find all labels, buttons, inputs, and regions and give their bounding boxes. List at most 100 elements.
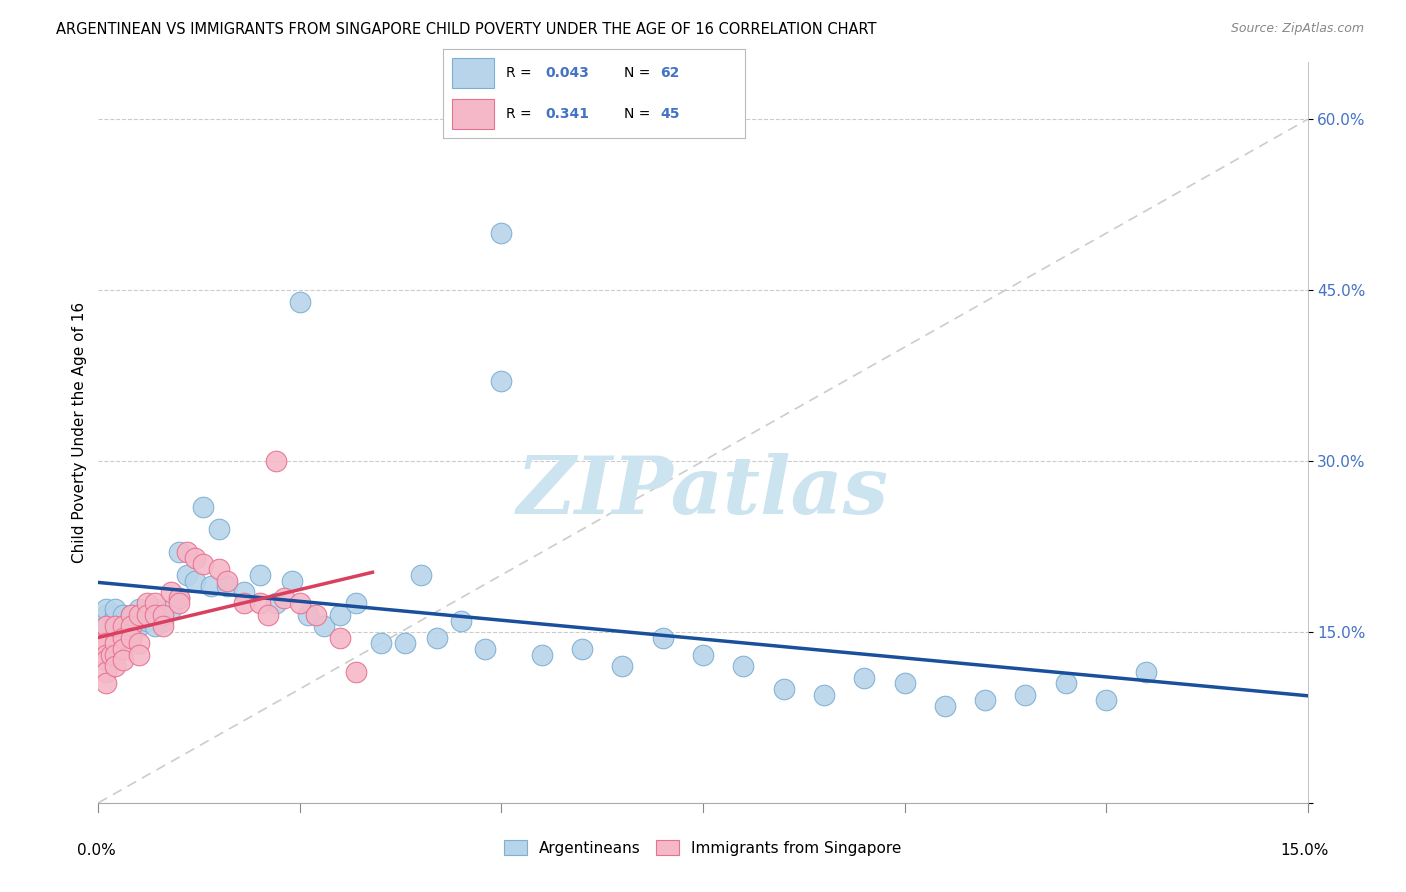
Point bbox=[232, 597, 254, 611]
Text: 62: 62 bbox=[661, 66, 681, 80]
Text: 15.0%: 15.0% bbox=[1281, 843, 1329, 857]
Point bbox=[853, 671, 876, 685]
Point bbox=[344, 597, 367, 611]
Point bbox=[200, 579, 222, 593]
Point bbox=[160, 602, 183, 616]
Text: R =: R = bbox=[506, 107, 536, 121]
Point bbox=[974, 693, 997, 707]
Point bbox=[193, 557, 215, 571]
Point bbox=[128, 636, 150, 650]
Point bbox=[692, 648, 714, 662]
Point bbox=[103, 659, 125, 673]
Point bbox=[193, 500, 215, 514]
Point bbox=[249, 568, 271, 582]
Point bbox=[111, 631, 134, 645]
Point bbox=[409, 568, 432, 582]
Point bbox=[184, 550, 207, 565]
Point bbox=[314, 619, 336, 633]
Point bbox=[135, 607, 157, 622]
Point bbox=[120, 607, 142, 622]
Point bbox=[96, 607, 118, 622]
Point bbox=[288, 294, 311, 309]
Point bbox=[120, 607, 142, 622]
Point bbox=[733, 659, 755, 673]
Point bbox=[143, 602, 166, 616]
Text: 0.341: 0.341 bbox=[546, 107, 589, 121]
Point bbox=[571, 642, 593, 657]
Point bbox=[111, 614, 134, 628]
Point bbox=[143, 619, 166, 633]
Point bbox=[208, 562, 231, 576]
Point bbox=[491, 375, 513, 389]
Point bbox=[232, 585, 254, 599]
Point bbox=[103, 636, 125, 650]
Point bbox=[167, 597, 190, 611]
Point bbox=[135, 607, 157, 622]
Point bbox=[128, 607, 150, 622]
Point bbox=[772, 681, 794, 696]
Point bbox=[96, 665, 118, 679]
Point bbox=[426, 631, 449, 645]
Point bbox=[111, 642, 134, 657]
Point bbox=[450, 614, 472, 628]
Point bbox=[152, 614, 174, 628]
Point bbox=[111, 607, 134, 622]
FancyBboxPatch shape bbox=[451, 58, 495, 88]
Point bbox=[651, 631, 673, 645]
Point bbox=[100, 648, 122, 662]
Text: 0.043: 0.043 bbox=[546, 66, 589, 80]
Point bbox=[152, 607, 174, 622]
Point bbox=[111, 619, 134, 633]
Point bbox=[120, 619, 142, 633]
Point bbox=[143, 597, 166, 611]
Text: Source: ZipAtlas.com: Source: ZipAtlas.com bbox=[1230, 22, 1364, 36]
Point bbox=[143, 607, 166, 622]
Point bbox=[135, 614, 157, 628]
Point bbox=[264, 597, 287, 611]
Y-axis label: Child Poverty Under the Age of 16: Child Poverty Under the Age of 16 bbox=[72, 302, 87, 563]
Point bbox=[167, 591, 190, 605]
Text: 45: 45 bbox=[661, 107, 681, 121]
Point bbox=[813, 688, 835, 702]
Point bbox=[152, 619, 174, 633]
Point bbox=[273, 591, 295, 605]
Point bbox=[176, 545, 198, 559]
Point bbox=[176, 568, 198, 582]
Point bbox=[1135, 665, 1157, 679]
Legend: Argentineans, Immigrants from Singapore: Argentineans, Immigrants from Singapore bbox=[498, 834, 908, 862]
Point bbox=[128, 619, 150, 633]
Point bbox=[96, 648, 118, 662]
Point bbox=[256, 607, 278, 622]
Point bbox=[264, 454, 287, 468]
Point bbox=[217, 579, 239, 593]
Point bbox=[128, 602, 150, 616]
Point bbox=[893, 676, 915, 690]
Point bbox=[167, 591, 190, 605]
Point bbox=[103, 607, 125, 622]
Point bbox=[96, 619, 118, 633]
Text: ZIPatlas: ZIPatlas bbox=[517, 453, 889, 531]
Point bbox=[1095, 693, 1118, 707]
Point bbox=[167, 545, 190, 559]
Text: 0.0%: 0.0% bbox=[77, 843, 117, 857]
Point bbox=[103, 619, 125, 633]
Point bbox=[103, 602, 125, 616]
FancyBboxPatch shape bbox=[451, 99, 495, 129]
Point bbox=[329, 607, 352, 622]
Point bbox=[344, 665, 367, 679]
Point bbox=[96, 653, 118, 667]
Point bbox=[91, 636, 114, 650]
Point bbox=[111, 653, 134, 667]
Point bbox=[152, 607, 174, 622]
Point bbox=[1014, 688, 1036, 702]
Text: N =: N = bbox=[624, 107, 655, 121]
Point bbox=[135, 597, 157, 611]
Point bbox=[474, 642, 496, 657]
Text: R =: R = bbox=[506, 66, 536, 80]
Point bbox=[120, 631, 142, 645]
Point bbox=[128, 614, 150, 628]
Point bbox=[305, 607, 328, 622]
Point bbox=[103, 614, 125, 628]
Point bbox=[208, 523, 231, 537]
Point bbox=[934, 698, 956, 713]
